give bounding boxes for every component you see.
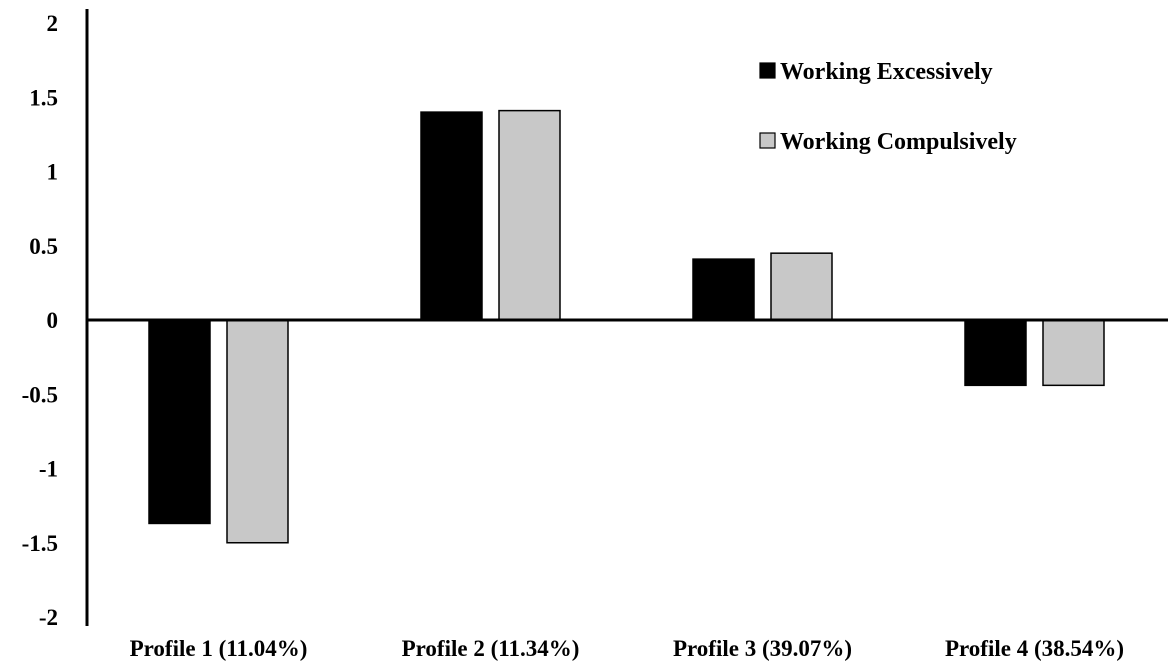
y-tick-label: 0 — [47, 308, 59, 333]
legend: Working Excessively Working Compulsively — [759, 59, 1017, 155]
bar-working-compulsively-profile-3 — [770, 252, 833, 321]
bar-working-compulsively-profile-4 — [1042, 319, 1105, 387]
bar-working-excessively-profile-2 — [420, 111, 483, 321]
y-tick-label: 1 — [47, 160, 59, 185]
y-tick-label: -1 — [39, 457, 58, 482]
legend-label: Working Compulsively — [780, 129, 1017, 155]
bar-working-excessively-profile-4 — [964, 319, 1027, 387]
y-tick-label: 0.5 — [29, 234, 58, 259]
y-tick-label: -1.5 — [22, 531, 58, 556]
bar-working-excessively-profile-1 — [148, 319, 211, 525]
y-axis-ticks: 2 1.5 1 0.5 0 -0.5 -1 -1.5 -2 — [22, 11, 58, 630]
x-tick-label: Profile 1 (11.04%) — [130, 636, 308, 661]
y-tick-label: 1.5 — [29, 85, 58, 110]
bar-working-compulsively-profile-1 — [226, 319, 289, 544]
x-axis-labels: Profile 1 (11.04%) Profile 2 (11.34%) Prof… — [130, 636, 1124, 661]
y-tick-label: -2 — [39, 605, 58, 630]
bar-working-compulsively-profile-2 — [498, 109, 561, 321]
legend-swatch — [759, 132, 776, 149]
x-tick-label: Profile 3 (39.07%) — [673, 636, 852, 661]
x-tick-label: Profile 2 (11.34%) — [402, 636, 580, 661]
legend-label: Working Excessively — [780, 59, 993, 85]
bar-working-excessively-profile-3 — [692, 258, 755, 321]
legend-swatch — [759, 62, 776, 79]
bars — [148, 109, 1105, 544]
x-tick-label: Profile 4 (38.54%) — [945, 636, 1124, 661]
y-tick-label: 2 — [47, 11, 59, 36]
y-tick-label: -0.5 — [22, 382, 58, 407]
